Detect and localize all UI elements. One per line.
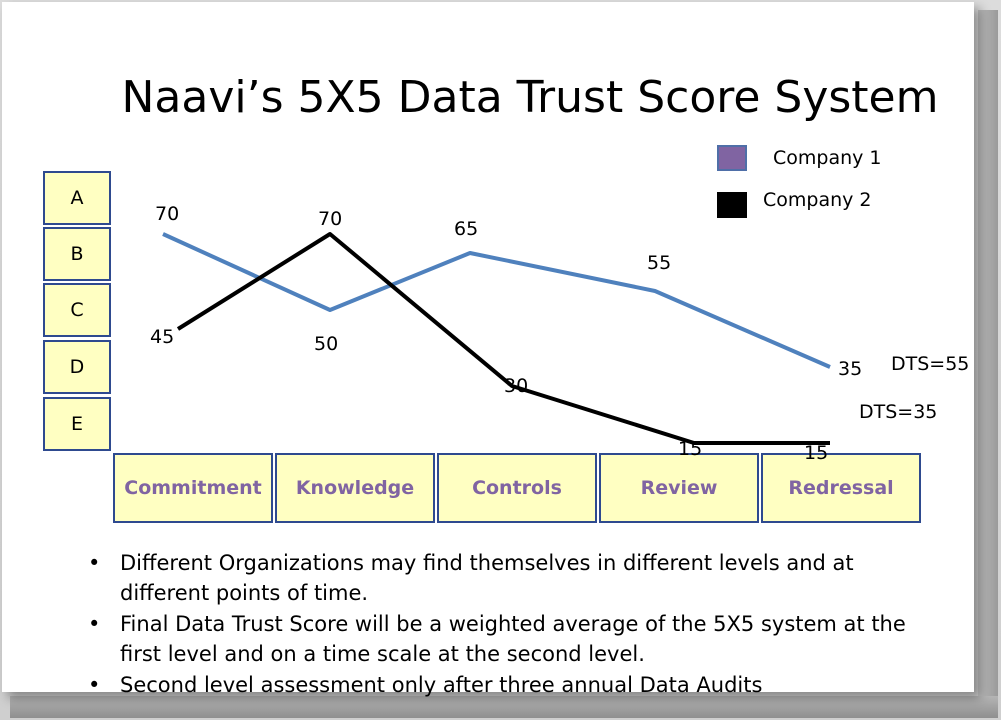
- legend-swatch-company-1: [717, 145, 747, 171]
- frame-shadow-bottom: [10, 696, 998, 718]
- bullet-dot: •: [88, 551, 101, 575]
- bullet-text: Second level assessment only after three…: [120, 673, 763, 697]
- level-box-a: A: [43, 171, 111, 225]
- level-box-b: B: [43, 227, 111, 281]
- series-line-1: [162, 232, 831, 369]
- bullet-dot: •: [88, 612, 101, 636]
- bullet-text: Different Organizations may find themsel…: [120, 551, 854, 605]
- data-label: 15: [804, 442, 828, 464]
- level-box-e: E: [43, 397, 111, 451]
- data-label: 30: [504, 375, 528, 397]
- category-review: Review: [599, 453, 759, 523]
- slide-card: [2, 2, 974, 692]
- data-label: 70: [318, 208, 342, 230]
- series-line-2: [176, 232, 830, 445]
- frame-shadow-right: [978, 10, 998, 710]
- data-label: 15: [678, 438, 702, 460]
- data-label: 45: [150, 326, 174, 348]
- data-label: 55: [647, 252, 671, 274]
- level-box-d: D: [43, 340, 111, 394]
- bullet-list: • Different Organizations may find thems…: [88, 548, 908, 701]
- data-label: 35: [838, 358, 862, 380]
- bullet-item: • Final Data Trust Score will be a weigh…: [88, 609, 908, 669]
- data-label: 50: [314, 333, 338, 355]
- bullet-text: Final Data Trust Score will be a weighte…: [120, 612, 906, 666]
- legend-label-company-1: Company 1: [773, 147, 882, 169]
- bullet-item: • Different Organizations may find thems…: [88, 548, 908, 608]
- level-box-c: C: [43, 283, 111, 337]
- data-label: 70: [155, 203, 179, 225]
- page-title: Naavi’s 5X5 Data Trust Score System: [121, 72, 939, 123]
- bullet-dot: •: [88, 673, 101, 697]
- bullet-item: • Second level assessment only after thr…: [88, 670, 908, 700]
- legend-swatch-company-2: [717, 192, 747, 218]
- data-label: 65: [454, 218, 478, 240]
- dts-company-2: DTS=35: [859, 401, 938, 423]
- legend-label-company-2: Company 2: [763, 189, 872, 211]
- category-commitment: Commitment: [113, 453, 273, 523]
- category-knowledge: Knowledge: [275, 453, 435, 523]
- dts-company-1: DTS=55: [891, 353, 970, 375]
- category-redressal: Redressal: [761, 453, 921, 523]
- category-controls: Controls: [437, 453, 597, 523]
